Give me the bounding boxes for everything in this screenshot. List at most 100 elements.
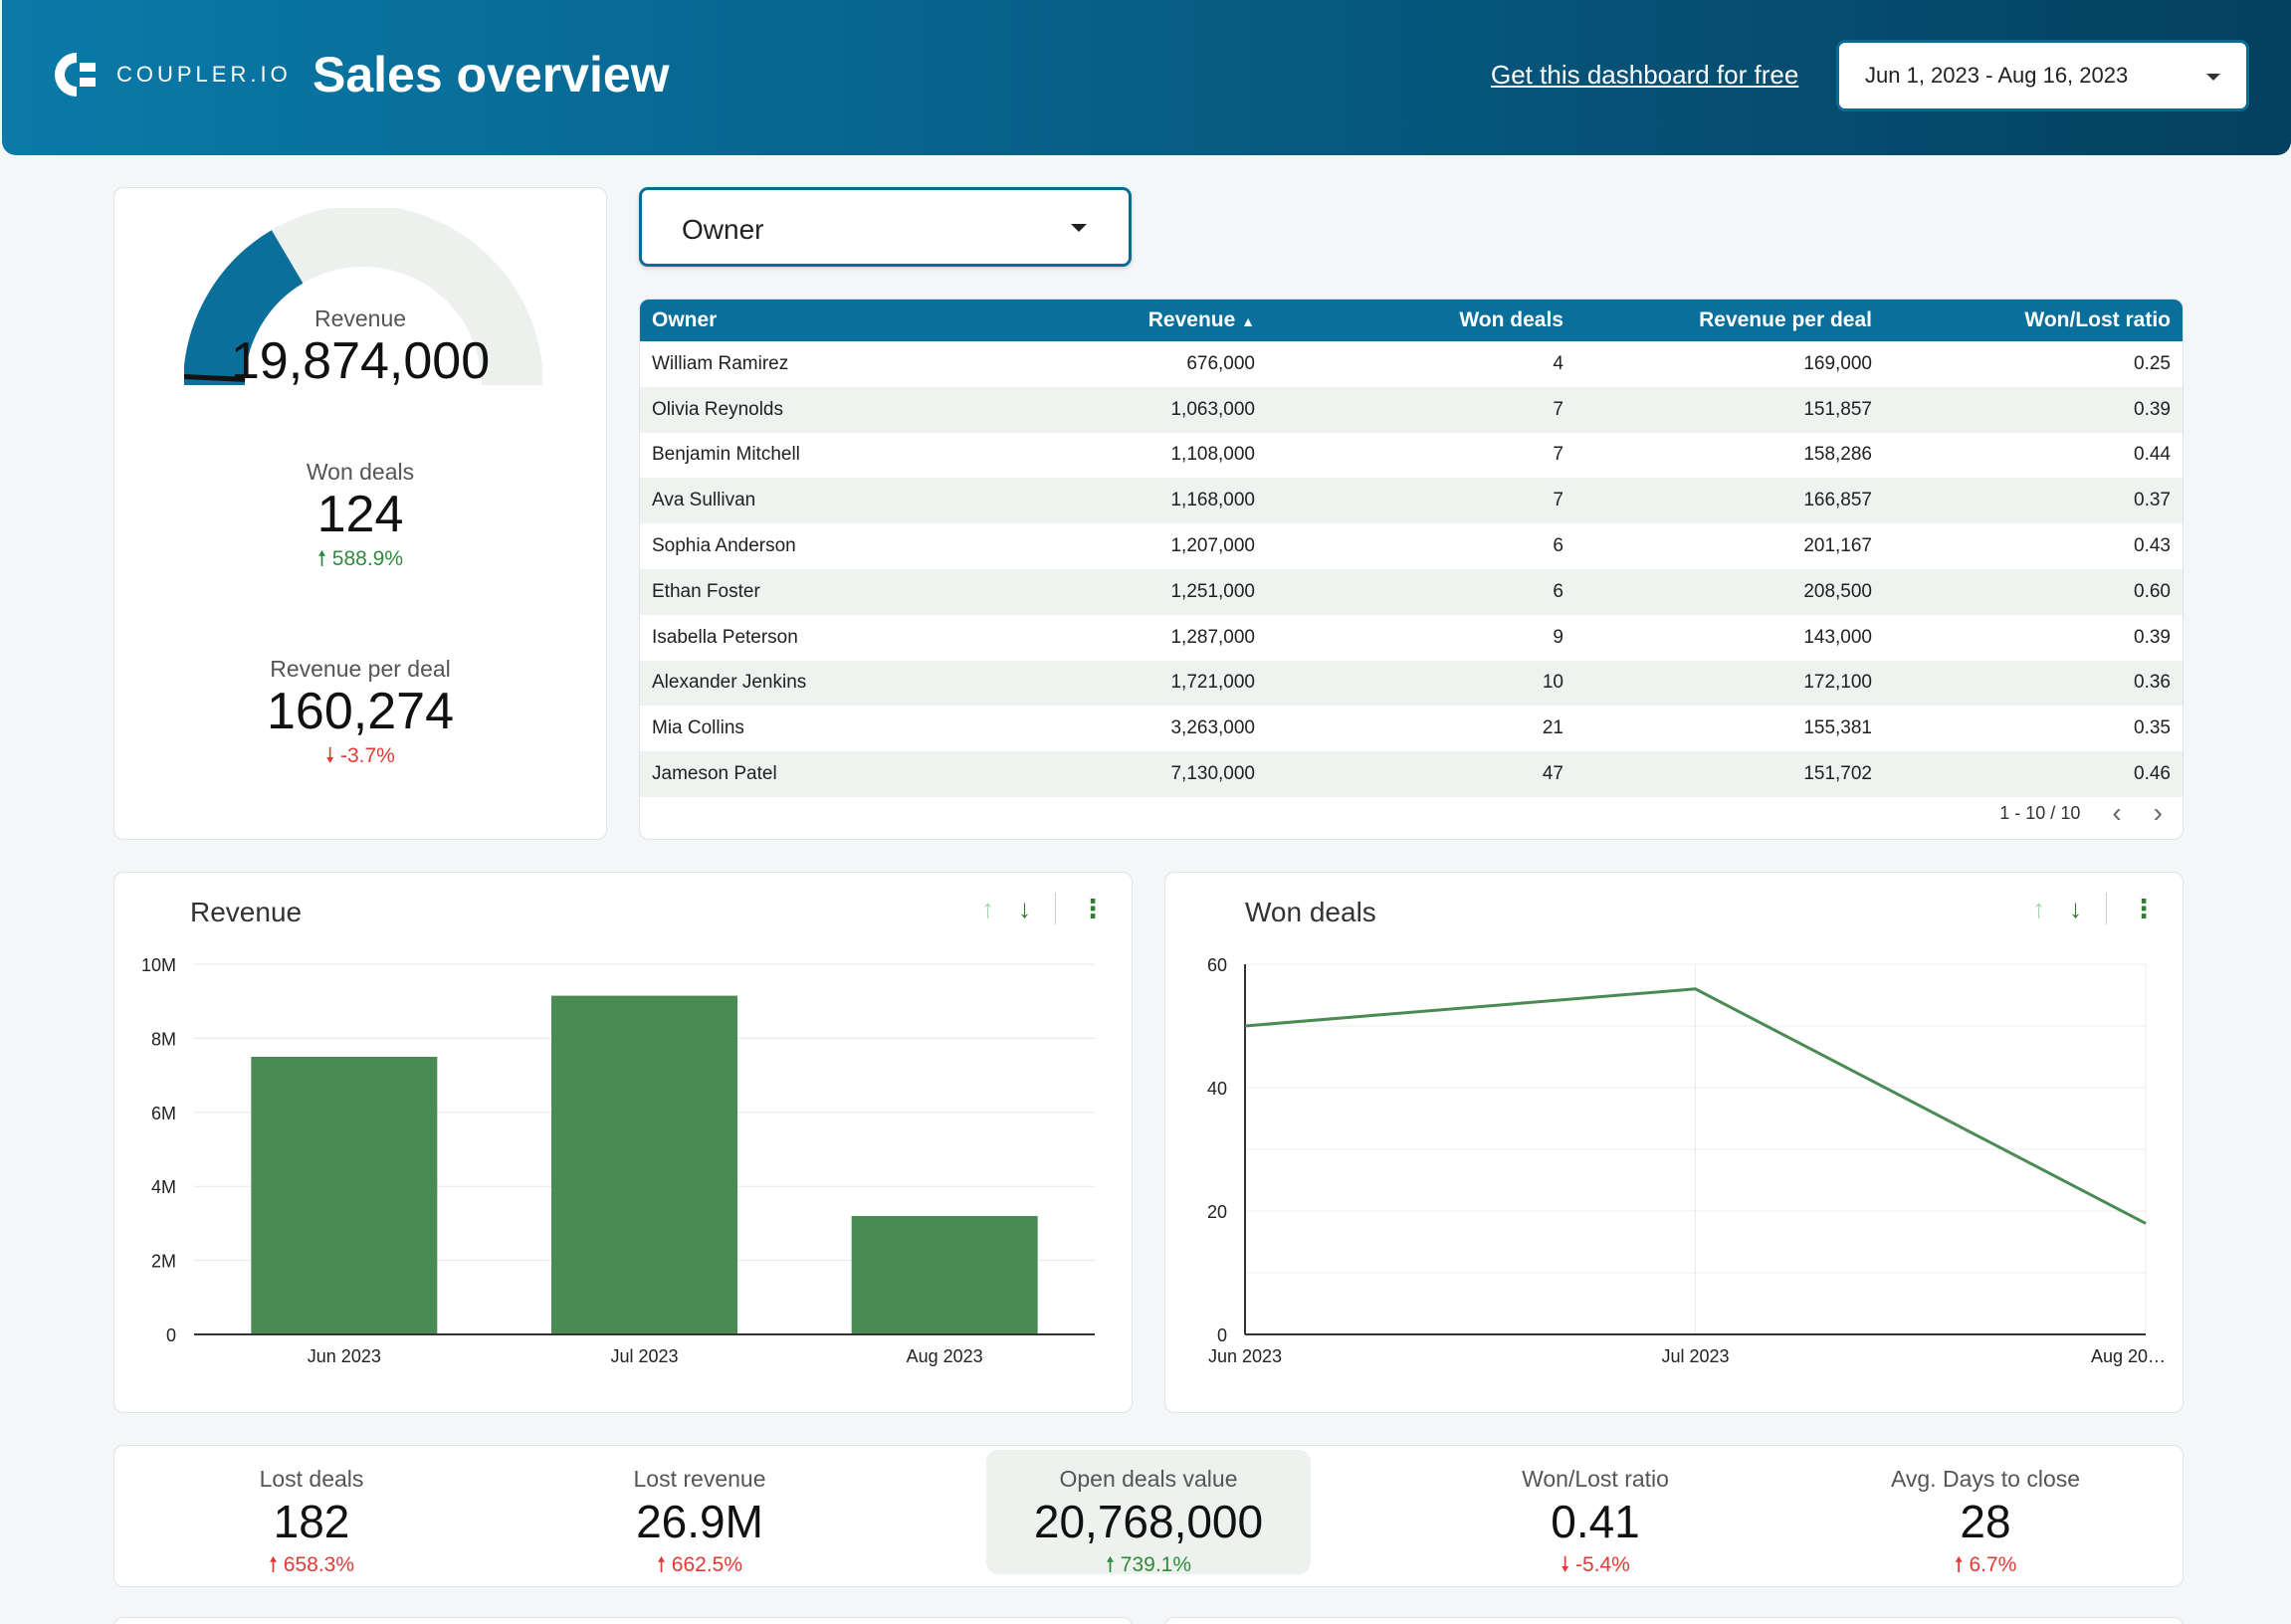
revenue-gauge [184, 208, 542, 386]
kpi-card: Revenue 19,874,000 Won deals 124 🠕 588.9… [113, 187, 607, 840]
table-cell: 3,263,000 [1170, 717, 1255, 739]
x-tick-label: Jun 2023 [308, 1346, 381, 1366]
table-cell: 1,108,000 [1170, 444, 1255, 466]
get-dashboard-link[interactable]: Get this dashboard for free [1491, 60, 1799, 90]
col-won-lost-ratio[interactable]: Won/Lost ratio [2024, 308, 2171, 331]
x-tick-label: Aug 2023 [907, 1346, 983, 1366]
col-won-deals[interactable]: Won deals [1459, 308, 1563, 331]
arrow-up-icon: 🠕 [1954, 1553, 1970, 1576]
table-cell: 155,381 [1803, 717, 1872, 739]
kpi-label: Won/Lost ratio [1522, 1466, 1669, 1492]
pager-range: 1 - 10 / 10 [1999, 802, 2081, 823]
arrow-up-icon: 🠕 [316, 547, 332, 570]
col-revenue-per-deal[interactable]: Revenue per deal [1699, 308, 1872, 331]
table-cell: Isabella Peterson [652, 626, 798, 648]
revenue-per-deal-value: 160,274 [267, 683, 454, 740]
y-tick-label: 20 [1207, 1202, 1227, 1222]
x-tick-label: Jul 2023 [610, 1346, 678, 1366]
col-revenue[interactable]: Revenue ▲ [899, 300, 1267, 341]
x-tick-label: Jul 2023 [1661, 1346, 1729, 1366]
kpi-delta: 🠕 658.3% [184, 1550, 439, 1585]
table-row: Alexander Jenkins 1,721,000 10 172,100 0.36 [640, 660, 2183, 707]
table-cell: 0.60 [2134, 580, 2171, 602]
kpi-value: 182 [273, 1496, 350, 1547]
table-row: Ava Sullivan 1,168,000 7 166,857 0.37 [640, 478, 2183, 524]
chevron-right-icon[interactable]: › [2153, 797, 2163, 828]
table-cell: 1,063,000 [1170, 398, 1255, 420]
y-tick-label: 8M [151, 1029, 176, 1049]
bar [551, 995, 737, 1334]
chevron-left-icon[interactable]: ‹ [2112, 797, 2122, 828]
toolbar-divider [1055, 893, 1056, 924]
revenue-per-deal-label: Revenue per deal [270, 656, 451, 682]
owner-filter-dropdown[interactable]: Owner [639, 187, 1132, 267]
revenue-bar-chart: 0 2M 4M 6M 8M 10M Jun 2023 Jul 2023 Aug 2023 [141, 955, 1095, 1366]
table-cell: 158,286 [1803, 444, 1872, 466]
table-cell: 1,251,000 [1170, 580, 1255, 602]
arrow-down-icon[interactable]: ↓ [1018, 893, 1031, 923]
y-tick-label: 6M [151, 1104, 176, 1123]
won-deals-value: 124 [316, 486, 404, 543]
arrow-up-icon[interactable]: ↑ [2032, 893, 2045, 923]
revenue-chart-card: Revenue ↑ ↓ ⋮ 0 2M 4M 6M 8M 10M Jun 2023 Jul 20… [113, 872, 1133, 1413]
chevron-down-icon [2206, 74, 2220, 81]
header-bar: COUPLER.IO Sales overview Get this dashb… [2, 0, 2291, 155]
brand-name: COUPLER.IO [116, 62, 292, 87]
arrow-up-icon[interactable]: ↑ [981, 893, 994, 923]
table-cell: 169,000 [1803, 352, 1872, 374]
chevron-down-icon [1071, 224, 1087, 232]
table-cell: 172,100 [1803, 672, 1872, 694]
arrow-down-icon[interactable]: ↓ [2069, 893, 2082, 923]
y-tick-label: 0 [166, 1325, 176, 1345]
kpi-value: 20,768,000 [1033, 1496, 1264, 1547]
y-tick-label: 0 [1217, 1325, 1227, 1345]
chart-toolbar: ↑ ↓ ⋮ [981, 893, 1106, 924]
table-cell: 151,857 [1803, 398, 1872, 420]
table-cell: 208,500 [1803, 580, 1872, 602]
kpi-delta-value: -5.4% [1574, 1553, 1630, 1576]
table-cell: 0.43 [2134, 535, 2171, 557]
more-options-icon[interactable]: ⋮ [2131, 893, 2157, 923]
date-range-value: Jun 1, 2023 - Aug 16, 2023 [1865, 63, 2129, 88]
table-cell: 151,702 [1803, 763, 1872, 785]
y-tick-label: 40 [1207, 1079, 1227, 1099]
table-cell: 7 [1553, 444, 1563, 466]
table-cell: 201,167 [1803, 535, 1872, 557]
table-cell: Sophia Anderson [652, 535, 796, 557]
chart-toolbar: ↑ ↓ ⋮ [2032, 893, 2157, 924]
table-cell: Ava Sullivan [652, 490, 756, 511]
owner-table-card: Owner Revenue ▲ Won deals Revenue per de… [639, 299, 2184, 840]
table-cell: 0.36 [2134, 672, 2171, 694]
table-cell: 7,130,000 [1170, 763, 1255, 785]
table-row: Jameson Patel 7,130,000 47 151,702 0.46 [640, 751, 2183, 797]
arrow-up-icon: 🠕 [656, 1553, 672, 1576]
table-row: Isabella Peterson 1,287,000 9 143,000 0.39 [640, 615, 2183, 661]
kpi-delta: 🠕 739.1% [986, 1550, 1311, 1585]
more-options-icon[interactable]: ⋮ [1080, 893, 1106, 923]
col-owner[interactable]: Owner [652, 308, 718, 331]
table-cell: 0.35 [2134, 717, 2171, 739]
table-cell: 9 [1553, 626, 1563, 648]
table-cell: 21 [1542, 717, 1563, 739]
won-deals-label: Won deals [306, 459, 415, 485]
table-cell: Olivia Reynolds [652, 398, 783, 420]
table-cell: Benjamin Mitchell [652, 444, 800, 466]
arrow-down-icon: 🠗 [1561, 1553, 1575, 1576]
table-cell: 1,721,000 [1170, 672, 1255, 694]
sort-asc-icon: ▲ [1241, 313, 1255, 329]
owner-filter-label: Owner [682, 214, 764, 245]
table-cell: 6 [1553, 535, 1563, 557]
y-tick-label: 4M [151, 1177, 176, 1197]
revenue-chart-title: Revenue [190, 897, 303, 927]
y-tick-label: 60 [1207, 955, 1227, 975]
series-line [1244, 987, 2147, 1225]
table-cell: 0.37 [2134, 490, 2171, 511]
kpi-value: 28 [1960, 1496, 2011, 1547]
table-cell: 0.25 [2134, 352, 2171, 374]
arrow-up-icon: 🠕 [268, 1553, 284, 1576]
table-cell: 1,207,000 [1170, 535, 1255, 557]
kpi-delta: 🠕 662.5% [572, 1550, 827, 1585]
x-tick-label: Jun 2023 [1208, 1346, 1282, 1366]
date-range-picker[interactable]: Jun 1, 2023 - Aug 16, 2023 [1836, 40, 2249, 111]
kpi-delta-value: 739.1% [1120, 1553, 1192, 1576]
